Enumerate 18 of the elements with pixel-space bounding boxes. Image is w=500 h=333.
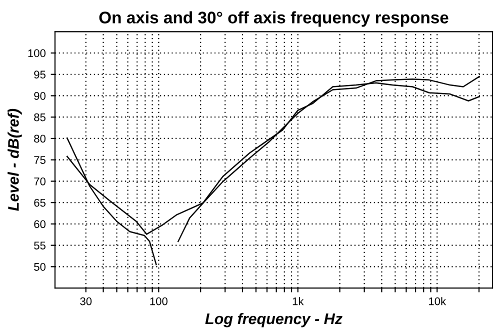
y-tick-label: 90 [34, 92, 46, 100]
y-tick-label: 100 [28, 49, 46, 58]
x-tick-label: 10k [428, 297, 446, 306]
y-tick-label: 50 [34, 262, 46, 271]
y-tick-label: 60 [34, 220, 46, 228]
y-axis-title: Level - dB(ref) [8, 108, 22, 211]
x-tick-label: 100 [150, 297, 168, 306]
x-tick-label: 30 [80, 297, 92, 306]
x-tick-label: 1k [292, 297, 304, 306]
y-tick-label: 80 [34, 134, 46, 143]
y-tick-label: 75 [34, 156, 46, 164]
y-tick-label: 85 [34, 113, 46, 122]
y-tick-label: 65 [34, 198, 46, 207]
y-tick-label: 70 [34, 177, 46, 186]
chart-title: On axis and 30° off axis frequency response [99, 11, 448, 27]
y-tick-label: 55 [34, 242, 46, 250]
x-axis-title: Log frequency - Hz [205, 312, 342, 328]
y-tick-label: 95 [34, 70, 46, 79]
